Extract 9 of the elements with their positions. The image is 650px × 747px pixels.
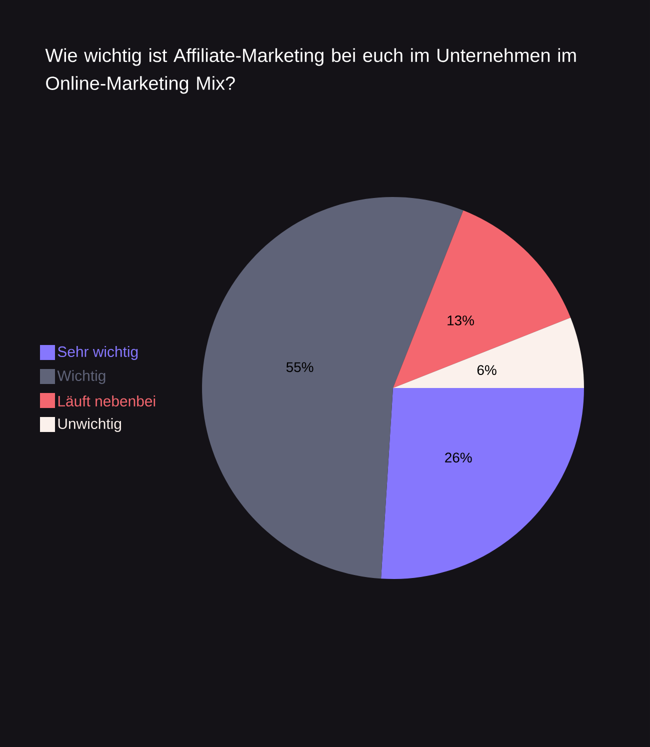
data-label: 6% (477, 365, 496, 376)
data-label: 26% (445, 452, 472, 463)
legend-label: Läuft nebenbei (58, 396, 156, 406)
data-label: 13% (448, 316, 474, 326)
legend-label: Sehr wichtig (58, 346, 138, 360)
legend-label: Unwichtig (58, 418, 121, 432)
data-label: 55% (286, 362, 314, 372)
chart-title: Wie wichtig ist Affiliate-Marketing bei euch im Unternehmen im Online-Marketing Mix? (45, 48, 576, 94)
legend-label: Wichtig (57, 370, 106, 384)
